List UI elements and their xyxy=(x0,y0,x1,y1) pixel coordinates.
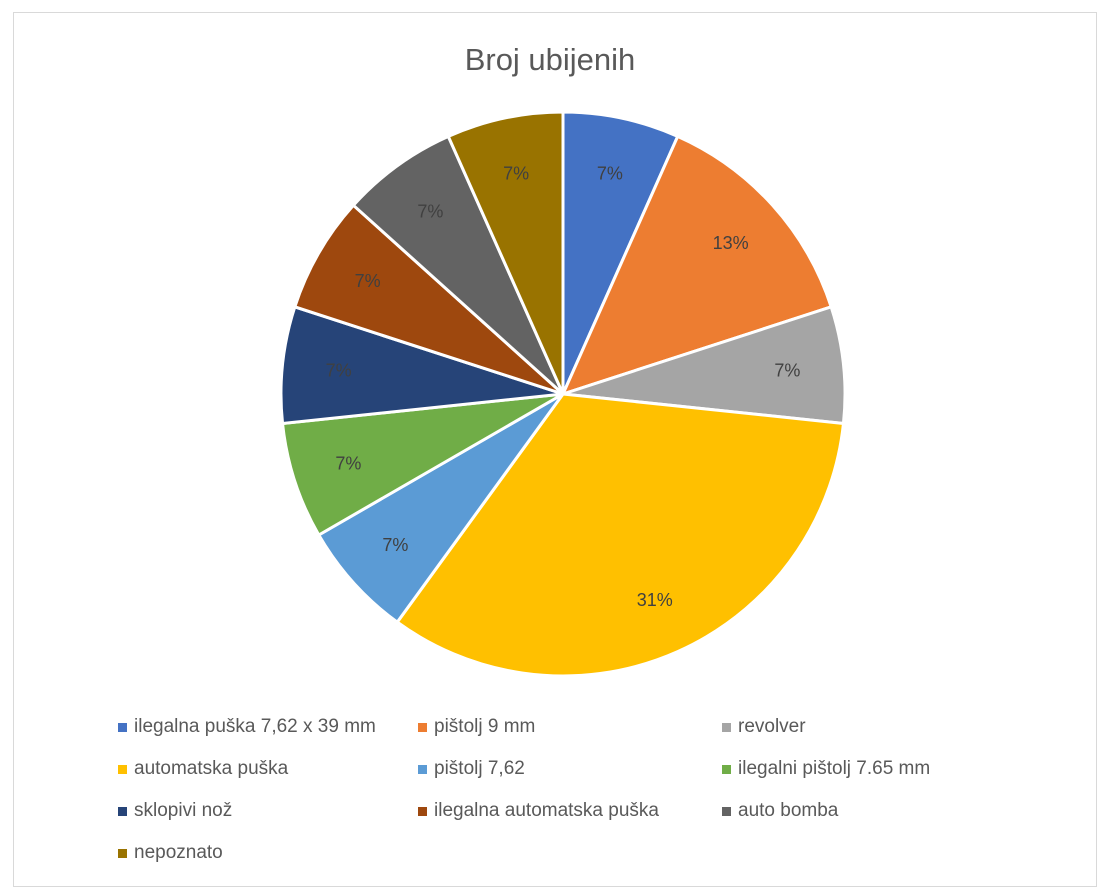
legend-swatch xyxy=(418,806,427,816)
legend-swatch xyxy=(118,848,127,858)
slice-data-label-3: 7% xyxy=(774,360,800,380)
chart-title: Broj ubijenih xyxy=(464,42,636,77)
legend-label: revolver xyxy=(738,716,806,737)
legend-swatch xyxy=(722,806,731,816)
legend-item-4: automatska puška xyxy=(118,756,288,782)
legend-item-10: nepoznato xyxy=(118,840,223,866)
legend-label: sklopivi nož xyxy=(134,800,233,821)
legend-label: nepoznato xyxy=(134,842,223,863)
legend-item-8: ilegalna automatska puška xyxy=(418,798,659,824)
legend-label: pištolj 7,62 xyxy=(434,758,525,779)
slice-data-label-1: 7% xyxy=(597,163,623,183)
slice-data-label-9: 7% xyxy=(417,201,443,221)
pie-slice-8 xyxy=(292,203,565,396)
pie-slice-1 xyxy=(561,110,680,395)
legend-item-5: pištolj 7,62 xyxy=(418,756,525,782)
slice-data-label-2: 13% xyxy=(713,233,749,253)
legend-label: pištolj 9 mm xyxy=(434,716,536,737)
legend-label: ilegalni pištolj 7.65 mm xyxy=(738,758,931,779)
legend-swatch xyxy=(418,764,427,774)
slice-data-label-4: 31% xyxy=(637,590,673,610)
slice-data-label-8: 7% xyxy=(355,271,381,291)
legend-item-9: auto bomba xyxy=(722,798,838,824)
slice-data-label-5: 7% xyxy=(382,535,408,555)
slice-data-label-10: 7% xyxy=(503,163,529,183)
pie-slice-4 xyxy=(395,392,846,678)
pie-slice-10 xyxy=(446,110,565,395)
legend-item-6: ilegalni pištolj 7.65 mm xyxy=(722,756,930,782)
legend-item-3: revolver xyxy=(722,714,806,740)
pie-slice-5 xyxy=(316,392,565,625)
legend-label: auto bomba xyxy=(738,800,839,821)
pie-slice-9 xyxy=(351,134,565,396)
legend-swatch xyxy=(118,722,127,732)
legend-swatch xyxy=(118,806,127,816)
pie-slice-3 xyxy=(562,304,847,426)
legend-label: ilegalna puška 7,62 x 39 mm xyxy=(134,716,376,737)
legend-label: ilegalna automatska puška xyxy=(434,800,659,821)
legend-item-1: ilegalna puška 7,62 x 39 mm xyxy=(118,714,376,740)
legend-swatch xyxy=(722,764,731,774)
legend-swatch xyxy=(418,722,427,732)
legend-label: automatska puška xyxy=(134,758,289,779)
pie-slice-7 xyxy=(279,304,564,426)
pie-slice-6 xyxy=(280,392,564,538)
legend-swatch xyxy=(722,722,731,732)
legend-item-7: sklopivi nož xyxy=(118,798,232,824)
slice-data-label-7: 7% xyxy=(326,360,352,380)
legend-item-2: pištolj 9 mm xyxy=(418,714,535,740)
pie-slice-2 xyxy=(560,134,834,397)
legend-swatch xyxy=(118,764,127,774)
slice-data-label-6: 7% xyxy=(335,454,361,474)
